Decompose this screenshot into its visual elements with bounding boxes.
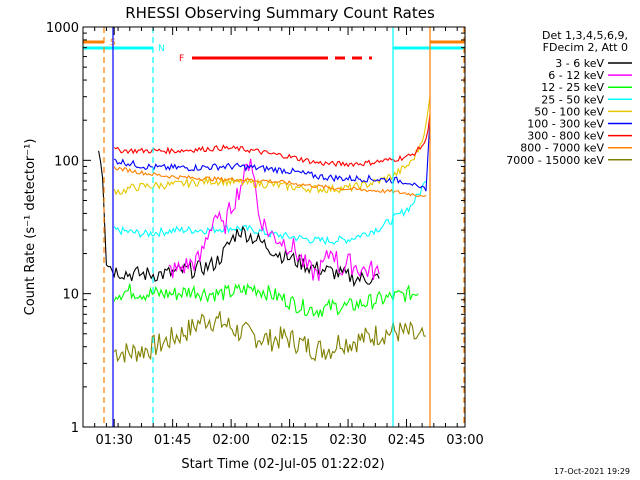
legend-header: Det 1,3,4,5,6,9,: [542, 29, 628, 42]
series-line: [113, 282, 419, 319]
legend-label: 100 - 300 keV: [527, 118, 604, 131]
flag-label-n: N: [158, 44, 165, 54]
legend-label: 7000 - 15000 keV: [506, 154, 604, 167]
legend-label: 6 - 12 keV: [548, 69, 604, 82]
legend-label: 25 - 50 keV: [541, 93, 604, 106]
legend-label: 12 - 25 keV: [541, 81, 604, 94]
series-line: [113, 311, 427, 363]
series-line: [168, 158, 380, 281]
footer-date: 17-Oct-2021 19:29: [554, 467, 630, 476]
x-tick-label: 02:15: [271, 433, 308, 448]
legend-label: 800 - 7000 keV: [520, 142, 604, 155]
series-line: [113, 180, 427, 246]
series-line: [98, 150, 380, 288]
x-axis-label: Start Time (02-Jul-05 01:22:02): [181, 457, 384, 472]
x-tick-label: 03:00: [446, 433, 483, 448]
x-tick-label: 01:45: [154, 433, 191, 448]
x-tick-label: 02:30: [329, 433, 366, 448]
chart-title: RHESSI Observing Summary Count Rates: [125, 4, 435, 22]
y-tick-label: 1: [71, 421, 79, 436]
series-line: [113, 120, 431, 192]
series-line: [113, 114, 431, 168]
legend-label: 50 - 100 keV: [534, 105, 604, 118]
y-axis-label: Count Rate (s⁻¹ detector⁻¹): [23, 139, 38, 316]
legend-label: 3 - 6 keV: [555, 57, 604, 70]
y-tick-label: 1000: [46, 21, 79, 36]
plot-frame: [82, 26, 466, 428]
flag-label-f: F: [179, 54, 184, 64]
legend-header: FDecim 2, Att 0: [543, 41, 628, 54]
series-line: [113, 166, 427, 198]
x-tick-label: 02:00: [212, 433, 249, 448]
y-tick-label: 100: [54, 154, 79, 169]
x-tick-label: 01:30: [95, 433, 132, 448]
y-tick-label: 10: [62, 288, 79, 303]
legend-label: 300 - 800 keV: [527, 130, 604, 143]
x-tick-label: 02:45: [388, 433, 425, 448]
